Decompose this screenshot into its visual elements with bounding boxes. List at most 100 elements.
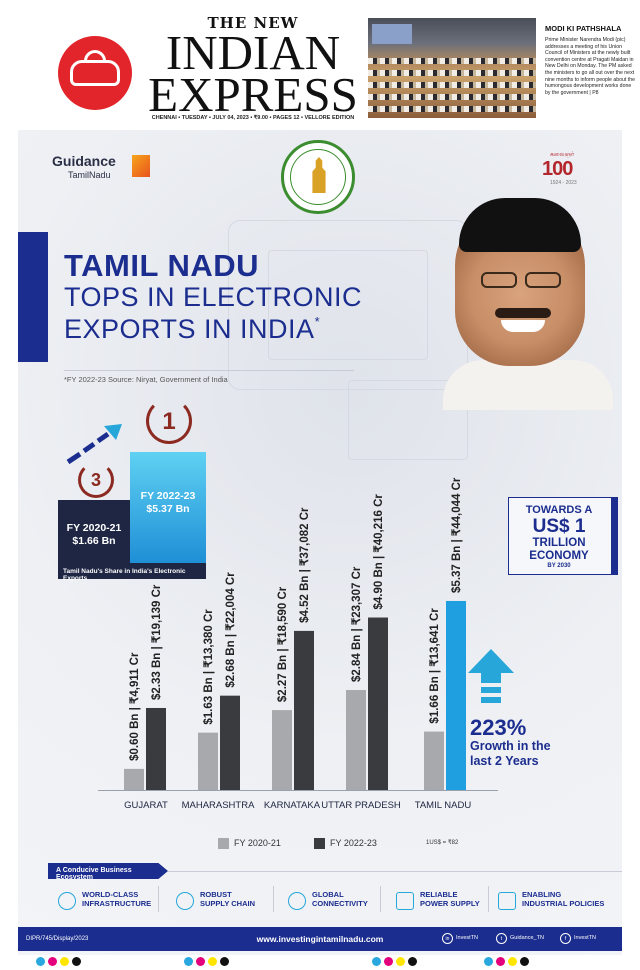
growth-line3: last 2 Years <box>470 754 539 768</box>
guidance-sub: TamilNadu <box>68 170 111 180</box>
title-asterisk: * <box>314 314 321 329</box>
bar-fy-2020-21-gujarat <box>124 768 144 790</box>
feature-line1: ROBUST <box>200 890 232 899</box>
bar-value-label: $2.68 Bn | ₹22,004 Cr <box>225 572 237 688</box>
feature-line2: INFRASTRUCTURE <box>82 899 152 908</box>
feature-line2: POWER SUPPLY <box>420 899 480 908</box>
dateline: CHENNAI • TUESDAY • JULY 04, 2023 • ₹9.0… <box>151 115 355 121</box>
divider <box>158 886 159 912</box>
legend-label-2223: FY 2022-23 <box>330 838 377 848</box>
news-teaser-photo <box>368 18 536 118</box>
title-line1: TAMIL NADU <box>64 248 259 283</box>
newspaper-the-new: THE NEW <box>207 14 299 32</box>
title-line3-text: EXPORTS IN INDIA <box>64 314 315 344</box>
bar-fy-2020-21-karnataka <box>272 710 292 790</box>
bar-fy-2020-21-uttar-pradesh <box>346 690 366 790</box>
towards-line3: TRILLION <box>532 537 586 549</box>
infrastructure-icon <box>58 892 76 910</box>
feature-line1: GLOBAL <box>312 890 344 899</box>
tn-government-emblem-icon <box>281 140 355 214</box>
bar-fy-2022-23-tamil-nadu <box>446 600 466 790</box>
legend-swatch-2223 <box>314 838 325 849</box>
masthead: THE NEW INDIAN EXPRESS CHENNAI • TUESDAY… <box>0 0 640 128</box>
source-note: *FY 2022-23 Source: Niryat, Government o… <box>64 375 228 384</box>
globe-icon <box>288 892 306 910</box>
rank-1-badge: 1 <box>142 398 196 448</box>
chart-legend: FY 2020-21 FY 2022-23 <box>218 838 418 852</box>
social-twitter[interactable]: t Guidance_TN <box>496 933 556 945</box>
bar-value-label: $2.33 Bn | ₹19,139 Cr <box>151 584 163 700</box>
feature-connectivity: GLOBAL CONNECTIVITY <box>288 890 388 918</box>
footer-code: DIPR/745/Display/2023 <box>26 936 89 942</box>
twitter-icon: t <box>496 933 507 944</box>
bar-value-label: $5.37 Bn | ₹44,044 Cr <box>451 477 463 593</box>
supply-chain-icon <box>176 892 194 910</box>
legend-swatch-2021 <box>218 838 229 849</box>
kalaignar-years: 1924 - 2023 <box>550 180 577 186</box>
divider <box>64 370 354 371</box>
facebook-icon: f <box>560 933 571 944</box>
bar-value-label: $0.60 Bn | ₹4,911 Cr <box>129 652 141 761</box>
towards-line5: BY 2030 <box>547 563 571 569</box>
legend-label-2021: FY 2020-21 <box>234 838 281 848</box>
state-label: MAHARASHTRA <box>181 800 255 811</box>
bar-value-label: $4.90 Bn | ₹40,216 Cr <box>373 494 385 610</box>
rank-3-number: 3 <box>90 470 101 490</box>
growth-trend-arrow-icon <box>66 424 122 465</box>
bar-fy-2020-21-tamil-nadu <box>424 731 444 790</box>
share-2021-year: FY 2020-21 <box>66 522 122 534</box>
title-line3: EXPORTS IN INDIA* <box>64 314 320 345</box>
newspaper-name-line1: INDIAN <box>165 25 341 80</box>
print-registration-marks <box>0 955 640 970</box>
feature-supply-chain: ROBUST SUPPLY CHAIN <box>176 890 276 918</box>
state-label: GUJARAT <box>124 800 168 811</box>
social-linkedin[interactable]: in InvestTN <box>442 933 492 945</box>
exchange-rate-note: 1US$ = ₹82 <box>426 840 459 846</box>
growth-percent: 223% <box>470 715 527 740</box>
bar-value-label: $1.66 Bn | ₹13,641 Cr <box>429 608 441 724</box>
bar-fy-2022-23-maharashtra <box>220 695 240 790</box>
rank-1-number: 1 <box>162 408 176 435</box>
social-handle: Guidance_TN <box>510 935 544 941</box>
towards-line1: TOWARDS A <box>525 504 593 516</box>
divider <box>380 886 381 912</box>
share-2223-value: $5.37 Bn <box>146 503 190 515</box>
social-handle: InvestTN <box>574 935 597 941</box>
bar-fy-2020-21-maharashtra <box>198 732 218 790</box>
document-icon <box>498 892 516 910</box>
footer-url[interactable]: www.investingintamilnadu.com <box>256 934 384 944</box>
share-box-2022-23: FY 2022-23 $5.37 Bn <box>130 452 206 563</box>
title-line2: TOPS IN ELECTRONIC <box>64 282 363 312</box>
feature-line2: SUPPLY CHAIN <box>200 899 256 908</box>
chief-minister-photo <box>423 190 622 410</box>
state-label: TAMIL NADU <box>414 800 472 811</box>
share-2021-value: $1.66 Bn <box>72 535 116 547</box>
bar-fy-2022-23-karnataka <box>294 630 314 790</box>
exports-bar-chart: $0.60 Bn | ₹4,911 Cr $1.63 Bn | ₹13,380 C… <box>98 477 498 791</box>
rank-3-badge: 3 <box>74 462 118 502</box>
bar-value-label: $1.63 Bn | ₹13,380 Cr <box>203 609 215 725</box>
battery-icon <box>396 892 414 910</box>
guidance-brand: Guidance <box>52 153 116 169</box>
kalaignar-tamil: கலைஞர் <box>550 152 575 158</box>
state-label: UTTAR PRADESH <box>321 800 401 811</box>
feature-line2: INDUSTRIAL POLICIES <box>522 899 605 908</box>
share-caption: Tamil Nadu's Share in India's Electronic… <box>58 563 206 582</box>
social-facebook[interactable]: f InvestTN <box>560 933 615 945</box>
bar-fy-2022-23-gujarat <box>146 707 166 790</box>
divider <box>488 886 489 912</box>
bar-value-label: $2.84 Bn | ₹23,307 Cr <box>351 566 363 682</box>
feature-line1: ENABLING <box>522 890 562 899</box>
guidance-mark-icon <box>132 155 150 177</box>
state-label: KARNATAKA <box>263 800 321 811</box>
growth-line2: Growth in the <box>470 739 551 753</box>
kalaignar-100: 100 <box>542 158 573 180</box>
ecosystem-tag: A Conducive Business Ecosystem <box>48 863 168 879</box>
kalaignar-100-logo: கலைஞர் 100 1924 - 2023 <box>536 150 606 190</box>
feature-line1: WORLD-CLASS <box>82 890 139 899</box>
feature-industrial-policies: ENABLING INDUSTRIAL POLICIES <box>498 890 616 918</box>
bar-value-label: $4.52 Bn | ₹37,082 Cr <box>299 507 311 623</box>
feature-line2: CONNECTIVITY <box>312 899 368 908</box>
bar-fy-2022-23-uttar-pradesh <box>368 617 388 790</box>
towards-line2: US$ 1 <box>532 516 586 537</box>
